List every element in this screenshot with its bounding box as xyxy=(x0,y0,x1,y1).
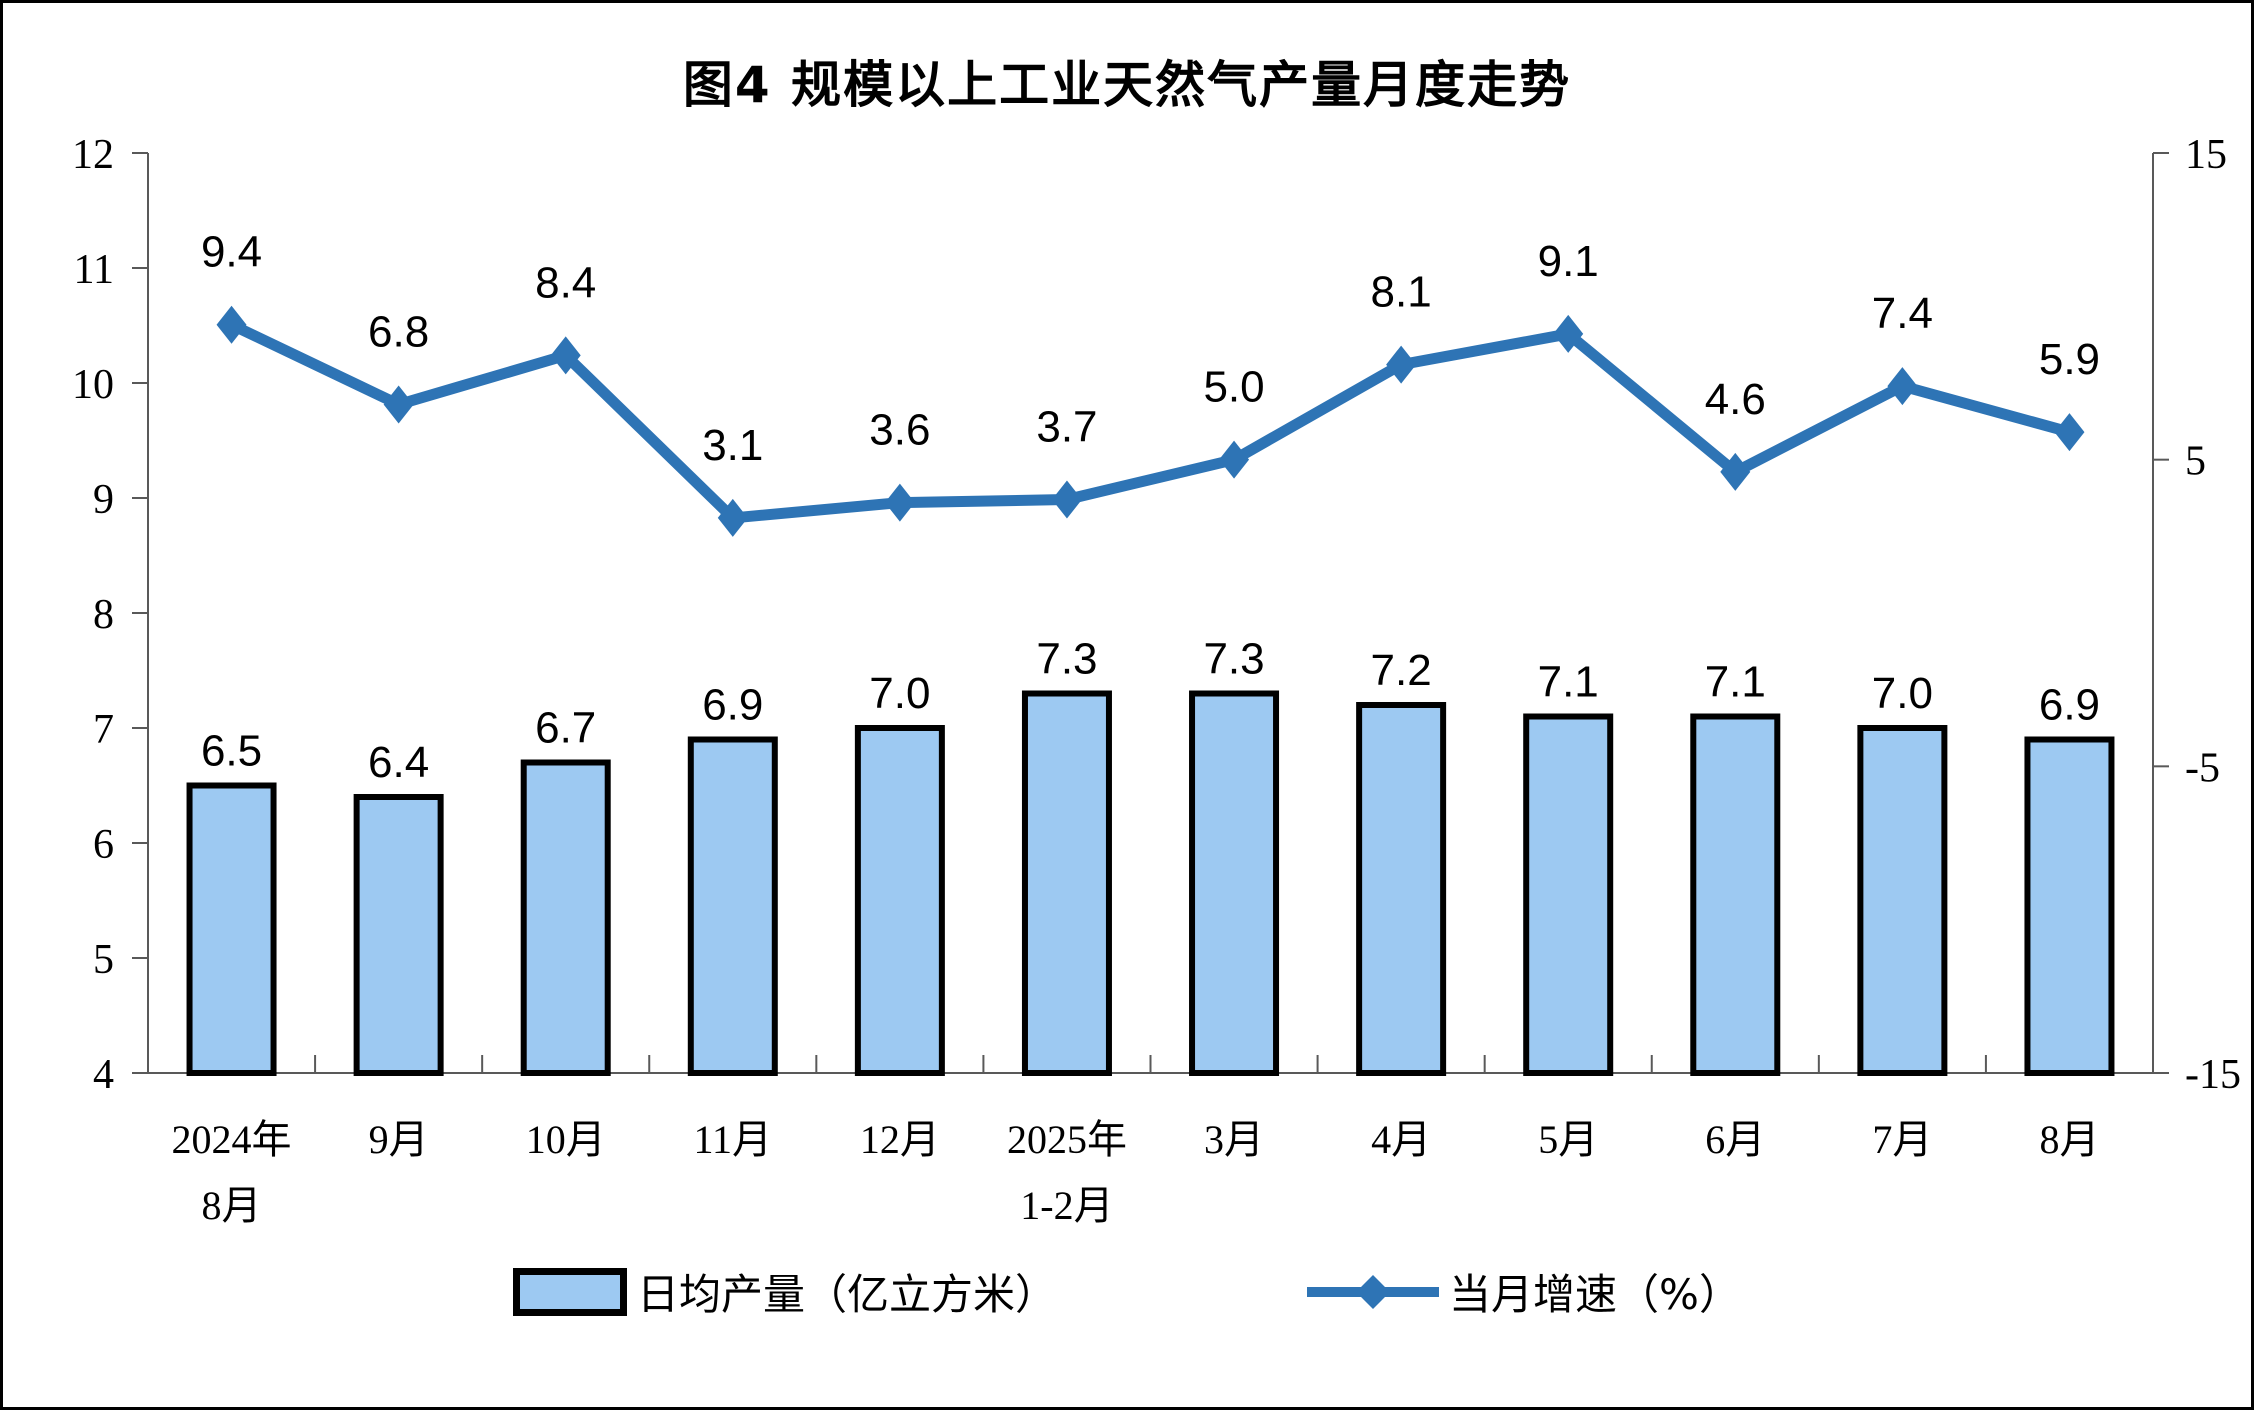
svg-text:3.1: 3.1 xyxy=(702,421,763,470)
svg-text:6.4: 6.4 xyxy=(368,738,429,787)
svg-text:15: 15 xyxy=(2185,132,2227,178)
axes: 4 5 6 7 8 9 10 11 12 -15 -5 5 15 xyxy=(72,132,2241,1098)
svg-text:8: 8 xyxy=(93,592,114,638)
diamond-marker-icon xyxy=(1219,440,1250,479)
diamond-marker-icon xyxy=(1887,367,1918,406)
svg-text:4: 4 xyxy=(93,1052,114,1098)
bar xyxy=(520,759,611,1076)
bar xyxy=(1356,702,1447,1076)
svg-text:11月: 11月 xyxy=(694,1117,773,1162)
legend-line-label: 当月增速（%） xyxy=(1449,1270,1741,1319)
svg-text:7.2: 7.2 xyxy=(1371,646,1432,695)
svg-text:9月: 9月 xyxy=(369,1117,429,1162)
svg-text:7.3: 7.3 xyxy=(1203,635,1264,684)
svg-text:5.9: 5.9 xyxy=(2039,335,2100,384)
svg-text:7.3: 7.3 xyxy=(1036,635,1097,684)
bar xyxy=(2024,736,2115,1076)
svg-text:10: 10 xyxy=(72,362,114,408)
bar xyxy=(854,725,945,1076)
bar xyxy=(1523,713,1614,1076)
diamond-marker-icon xyxy=(717,498,748,537)
svg-text:5月: 5月 xyxy=(1538,1117,1598,1162)
bar xyxy=(1690,713,1781,1076)
bar-swatch-icon xyxy=(513,1267,628,1316)
svg-text:8.1: 8.1 xyxy=(1371,268,1432,317)
svg-text:5: 5 xyxy=(2185,439,2206,485)
legend-item-bar: 日均产量（亿立方米） xyxy=(513,1261,1057,1322)
bar xyxy=(1021,690,1112,1076)
svg-text:4.6: 4.6 xyxy=(1705,375,1766,424)
svg-text:9.4: 9.4 xyxy=(201,228,262,277)
diamond-marker-icon xyxy=(1553,314,1584,353)
svg-text:7.0: 7.0 xyxy=(869,669,930,718)
bar xyxy=(687,736,778,1076)
svg-text:7.0: 7.0 xyxy=(1872,669,1933,718)
svg-text:6: 6 xyxy=(93,822,114,868)
svg-text:8月: 8月 xyxy=(2039,1117,2099,1162)
svg-text:10月: 10月 xyxy=(526,1117,606,1162)
bar xyxy=(1189,690,1280,1076)
x-axis-labels: 2024年 8月 9月 10月 11月 12月 2025年 1-2月 3月 4月 5月 6月 7月 8月 xyxy=(172,1117,2100,1228)
svg-text:8.4: 8.4 xyxy=(535,258,596,307)
chart-title: 图4 规模以上工业天然气产量月度走势 xyxy=(682,56,1572,114)
legend-bar-label: 日均产量（亿立方米） xyxy=(637,1270,1058,1319)
svg-text:-5: -5 xyxy=(2185,745,2220,791)
bar xyxy=(1857,725,1948,1076)
diamond-marker-icon xyxy=(1051,480,1082,519)
svg-text:6.7: 6.7 xyxy=(535,704,596,753)
diamond-marker-icon xyxy=(216,305,247,344)
svg-text:6.8: 6.8 xyxy=(368,307,429,356)
bar xyxy=(353,794,444,1076)
legend: 日均产量（亿立方米） 当月增速（%） xyxy=(3,1261,2251,1322)
diamond-marker-icon xyxy=(2054,413,2085,452)
svg-text:5.0: 5.0 xyxy=(1203,363,1264,412)
svg-text:7.4: 7.4 xyxy=(1872,289,1933,338)
svg-text:9.1: 9.1 xyxy=(1538,237,1599,286)
line-marker-icon xyxy=(1307,1274,1440,1309)
svg-text:5: 5 xyxy=(93,937,114,983)
svg-text:12: 12 xyxy=(72,132,114,178)
svg-text:12月: 12月 xyxy=(860,1117,940,1162)
svg-text:6.5: 6.5 xyxy=(201,727,262,776)
bar-series: 6.5 6.4 6.7 6.9 7.0 7.3 7.3 7.2 7.1 7.1 7.0 6.9 xyxy=(186,635,2115,1076)
svg-text:7: 7 xyxy=(93,707,114,753)
svg-text:3.6: 3.6 xyxy=(869,406,930,455)
line-series: 9.4 6.8 8.4 3.1 3.6 3.7 5.0 8.1 9.1 4.6 7.4 5.9 xyxy=(201,228,2100,537)
svg-text:7.1: 7.1 xyxy=(1705,658,1766,707)
svg-text:4月: 4月 xyxy=(1371,1117,1431,1162)
diamond-marker-icon xyxy=(1386,345,1417,384)
svg-text:-15: -15 xyxy=(2185,1052,2241,1098)
bar xyxy=(186,782,277,1076)
svg-text:7月: 7月 xyxy=(1872,1117,1932,1162)
legend-item-line: 当月增速（%） xyxy=(1307,1261,1741,1322)
svg-text:7.1: 7.1 xyxy=(1538,658,1599,707)
svg-text:6.9: 6.9 xyxy=(702,681,763,730)
svg-text:3月: 3月 xyxy=(1204,1117,1264,1162)
svg-text:3.7: 3.7 xyxy=(1036,403,1097,452)
diamond-marker-icon xyxy=(884,483,915,522)
svg-text:11: 11 xyxy=(74,247,114,293)
diamond-marker-icon xyxy=(383,385,414,424)
svg-text:6月: 6月 xyxy=(1705,1117,1765,1162)
svg-text:9: 9 xyxy=(93,477,114,523)
diamond-marker-icon xyxy=(550,336,581,375)
svg-text:6.9: 6.9 xyxy=(2039,681,2100,730)
diamond-marker-icon xyxy=(1720,452,1751,491)
